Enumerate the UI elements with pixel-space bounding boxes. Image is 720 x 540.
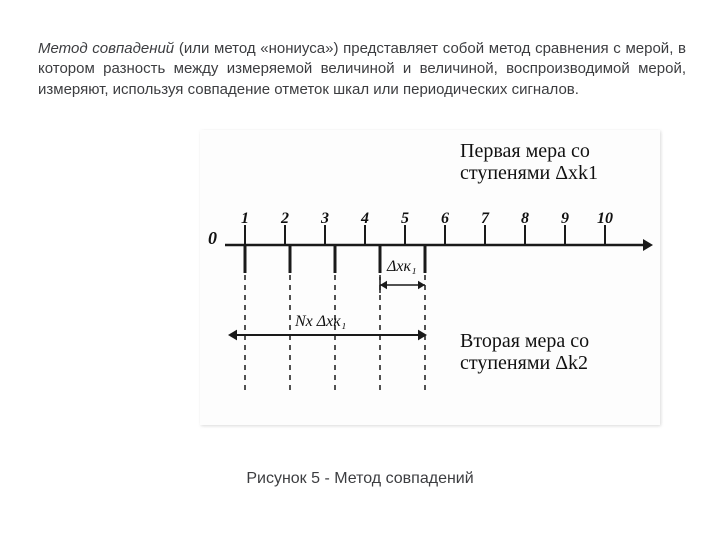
- tick-number: 1: [241, 210, 249, 228]
- delta-small-label: Δxк₁: [387, 258, 417, 276]
- scale-label-top: Первая мера со ступенями Δxk1: [460, 140, 598, 184]
- tick-number: 4: [361, 210, 369, 228]
- definition-paragraph: Метод совпадений (или метод «нониуса») п…: [38, 39, 686, 100]
- tick-number: 6: [441, 210, 449, 228]
- tick-number: 5: [401, 210, 409, 228]
- term: Метод совпадений: [38, 40, 179, 57]
- tick-number: 10: [597, 210, 613, 228]
- tick-number: 3: [321, 210, 329, 228]
- zero-label: 0: [208, 228, 217, 249]
- tick-number: 2: [281, 210, 289, 228]
- nx-delta-label: Nx Δxк₁: [295, 313, 346, 331]
- tick-number: 9: [561, 210, 569, 228]
- tick-number: 7: [481, 210, 489, 228]
- figure-caption: Рисунок 5 - Метод совпадений: [0, 470, 720, 488]
- scale-label-bottom: Вторая мера со ступенями Δk2: [460, 330, 589, 374]
- figure-5: 0 Первая мера со ступенями Δxk1 Вторая м…: [200, 130, 660, 425]
- page: Метод совпадений (или метод «нониуса») п…: [0, 0, 720, 540]
- tick-number: 8: [521, 210, 529, 228]
